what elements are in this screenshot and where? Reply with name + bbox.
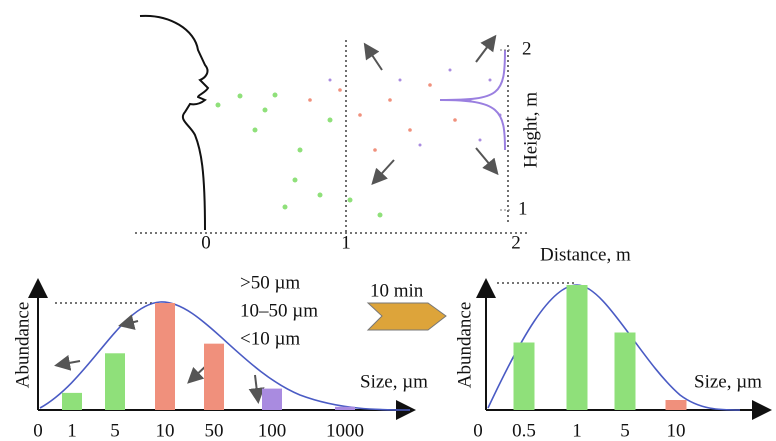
time-arrow	[366, 302, 447, 331]
bar	[335, 406, 355, 410]
x-tick-label: 1	[67, 420, 77, 441]
legend-item: <10 µm	[240, 328, 300, 349]
time-label: 10 min	[370, 280, 424, 301]
flow-arrow	[475, 147, 499, 176]
face-profile	[139, 14, 210, 231]
bar	[665, 400, 687, 410]
y-label: Abundance	[12, 302, 33, 389]
distance-tick: 1	[341, 232, 351, 253]
y-label: Abundance	[454, 302, 475, 389]
droplets	[215, 68, 502, 218]
x-tick-label: 5	[110, 420, 120, 441]
bar	[513, 342, 535, 410]
height-label: Height, m	[520, 92, 541, 168]
bar	[105, 353, 125, 410]
shift-arrow	[118, 314, 139, 330]
x-tick-label: 5	[620, 420, 630, 441]
distance-tick: 0	[201, 232, 211, 253]
x-tick-label: 50	[205, 420, 224, 441]
legend-item: 10–50 µm	[240, 300, 318, 321]
legend-item: >50 µm	[240, 272, 300, 293]
bar	[262, 388, 282, 410]
x-label: Size, µm	[360, 371, 428, 392]
bar	[155, 303, 175, 410]
x-tick-label: 100	[258, 420, 287, 441]
bar	[566, 285, 588, 410]
x-label: Size, µm	[694, 371, 762, 392]
x-tick-label: 1	[572, 420, 582, 441]
x-tick-label: 1000	[326, 420, 364, 441]
distribution-curve	[487, 284, 741, 411]
bar	[614, 332, 636, 410]
shift-arrow	[54, 354, 81, 371]
bar	[204, 343, 224, 410]
bar	[62, 392, 82, 410]
left-hist: Abundance Size, µm 0 1 5 10 50 100 1000	[12, 278, 428, 441]
flow-arrow	[475, 34, 497, 63]
x-tick-label: 0.5	[512, 420, 536, 441]
height-tick: 1	[518, 198, 528, 219]
top-panel: 0 1 2 Distance, m 2 1 Height, m	[135, 14, 631, 265]
right-hist: Abundance Size, µm 0 0.5 1 5 10	[454, 278, 772, 441]
distribution-curve	[39, 301, 411, 411]
x-tick-label: 10	[667, 420, 686, 441]
height-tick: 2	[522, 38, 532, 59]
distance-label: Distance, m	[540, 244, 631, 265]
height-distribution	[439, 49, 506, 151]
flow-arrow	[371, 159, 395, 185]
flow-arrow	[363, 42, 383, 71]
shift-arrow	[248, 374, 265, 404]
x-tick-label: 10	[156, 420, 175, 441]
origin-label: 0	[473, 420, 483, 441]
distance-tick: 2	[511, 232, 521, 253]
origin-label: 0	[33, 420, 43, 441]
